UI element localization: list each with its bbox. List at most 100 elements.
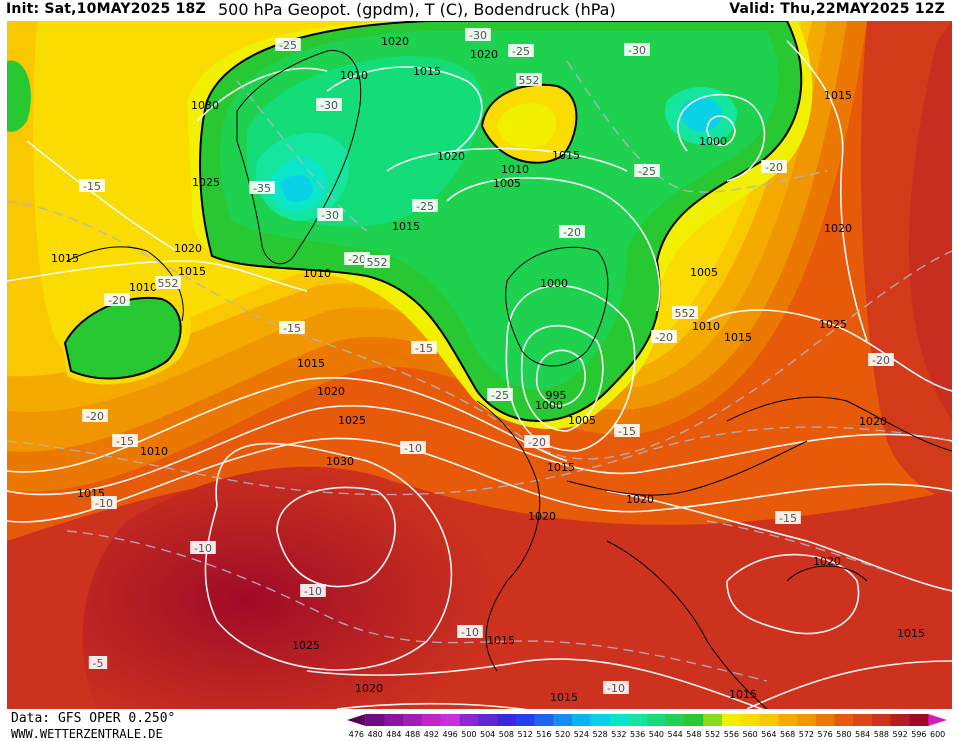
isotherms bbox=[7, 60, 952, 682]
isobar-value: 1020 bbox=[824, 222, 852, 235]
legend-tick-label: 556 bbox=[724, 730, 739, 739]
legend-tick-label: 568 bbox=[780, 730, 795, 739]
isotherm-label: -15 bbox=[775, 511, 801, 525]
isobar-label: 1025 bbox=[819, 318, 847, 331]
legend-swatch bbox=[572, 714, 592, 726]
isotherm-label: -10 bbox=[457, 625, 483, 639]
isobar-label: 1015 bbox=[724, 331, 752, 344]
isobar-value: 1020 bbox=[381, 35, 409, 48]
isobar-label: 1005 bbox=[493, 177, 521, 190]
isobar-value: 1020 bbox=[174, 242, 202, 255]
isotherm-label-bg bbox=[104, 293, 130, 306]
legend-tick-label: 540 bbox=[649, 730, 664, 739]
isobar-value: 1025 bbox=[819, 318, 847, 331]
isotherm-value: -10 bbox=[95, 497, 113, 510]
isobar-label: 1015 bbox=[552, 149, 580, 162]
legend-swatch bbox=[628, 714, 648, 726]
isobar-value: 1015 bbox=[724, 331, 752, 344]
isobar-value: 1000 bbox=[535, 399, 563, 412]
isotherm-label-bg bbox=[412, 199, 438, 212]
isotherm-value: -30 bbox=[320, 99, 338, 112]
isotherm-label: -30 bbox=[316, 98, 342, 112]
cold-core-north bbox=[680, 97, 722, 132]
legend-tick-label: 528 bbox=[592, 730, 607, 739]
isobar-value: 1020 bbox=[355, 682, 383, 695]
isobar-label: 1000 bbox=[540, 277, 568, 290]
isotherm-label-bg bbox=[614, 424, 640, 437]
isotherm-label-bg bbox=[465, 28, 491, 41]
forecast-map: 1020 1020 1015 1010 1030 1025 1020 1015 1015 1010… bbox=[7, 21, 952, 709]
isobar-label: 1020 bbox=[437, 150, 465, 163]
init-time-label: Init: Sat,10MAY2025 18Z bbox=[6, 1, 206, 17]
legend-swatch bbox=[797, 714, 817, 726]
isotherm-label: -10 bbox=[190, 541, 216, 555]
isobar-value: 1020 bbox=[437, 150, 465, 163]
isotherm-value: -20 bbox=[765, 161, 783, 174]
isotherm-label-bg bbox=[79, 179, 105, 192]
isotherm-label-bg bbox=[316, 98, 342, 111]
isobar-value: 1015 bbox=[487, 634, 515, 647]
isobars bbox=[7, 40, 952, 709]
legend-tick-label: 588 bbox=[874, 730, 889, 739]
legend-swatch bbox=[872, 714, 892, 726]
isobar-label: 1000 bbox=[535, 399, 563, 412]
isotherm-label: -15 bbox=[112, 434, 138, 448]
isobar-value: 1020 bbox=[859, 415, 887, 428]
isobar-label: 1025 bbox=[292, 639, 320, 652]
isobar-label: 1020 bbox=[317, 385, 345, 398]
isotherm-value: 552 bbox=[367, 256, 388, 269]
isobar-label: 1010 bbox=[129, 281, 157, 294]
isotherm-label: -25 bbox=[508, 44, 534, 58]
isotherm-label: -20 bbox=[344, 252, 370, 266]
legend-swatch bbox=[722, 714, 742, 726]
isotherm-label: -20 bbox=[651, 330, 677, 344]
legend-swatch bbox=[422, 714, 442, 726]
legend-swatch bbox=[347, 714, 366, 726]
isotherm-value: -25 bbox=[279, 39, 297, 52]
isotherm-label-bg bbox=[344, 252, 370, 265]
isotherm-value: -15 bbox=[283, 322, 301, 335]
isobar-value: 1020 bbox=[470, 48, 498, 61]
isobar-label: 1010 bbox=[340, 69, 368, 82]
isotherm-value: -20 bbox=[655, 331, 673, 344]
isotherm-value: -15 bbox=[83, 180, 101, 193]
isobar-value: 1015 bbox=[729, 688, 757, 701]
isobar-value: 1025 bbox=[338, 414, 366, 427]
geopotential-field: 1020 1020 1015 1010 1030 1025 1020 1015 1015 1010… bbox=[7, 21, 952, 709]
isotherm-label-bg bbox=[634, 164, 660, 177]
isotherm-value: -20 bbox=[563, 226, 581, 239]
isobar-value: 1010 bbox=[303, 267, 331, 280]
isotherm-label-bg bbox=[82, 409, 108, 422]
isobar-label: 1005 bbox=[690, 266, 718, 279]
isotherm-label: -10 bbox=[91, 496, 117, 510]
isobar-label: 1020 bbox=[813, 555, 841, 568]
legend-swatch bbox=[403, 714, 423, 726]
isotherm-label: -30 bbox=[624, 43, 650, 57]
isobar-value: 1015 bbox=[178, 265, 206, 278]
isobar-value: 1020 bbox=[626, 493, 654, 506]
high-pressure-core bbox=[82, 466, 511, 709]
isotherm-label: 552 bbox=[516, 73, 542, 87]
isotherm-value: -5 bbox=[93, 657, 104, 670]
legend-swatch bbox=[384, 714, 404, 726]
isotherm-value: -25 bbox=[416, 200, 434, 213]
isotherm-label: -25 bbox=[275, 38, 301, 52]
coastlines bbox=[66, 50, 952, 709]
isotherm-label-bg bbox=[88, 656, 108, 669]
legend-swatch bbox=[365, 714, 385, 726]
legend-swatch bbox=[647, 714, 667, 726]
legend-tick-label: 580 bbox=[836, 730, 851, 739]
isotherm-label-bg bbox=[516, 73, 542, 86]
map-footer: Data: GFS OPER 0.250° WWW.WETTERZENTRALE… bbox=[0, 709, 959, 741]
legend-swatch bbox=[440, 714, 460, 726]
isotherm-label: -20 bbox=[104, 293, 130, 307]
isotherm-value: -15 bbox=[116, 435, 134, 448]
legend-swatch bbox=[853, 714, 873, 726]
legend-swatch bbox=[497, 714, 517, 726]
isotherm-label: -30 bbox=[317, 208, 343, 222]
isobar-value: 1020 bbox=[317, 385, 345, 398]
isotherm-label-bg bbox=[364, 255, 390, 268]
legend-tick-label: 492 bbox=[424, 730, 439, 739]
isobar-value: 1010 bbox=[340, 69, 368, 82]
